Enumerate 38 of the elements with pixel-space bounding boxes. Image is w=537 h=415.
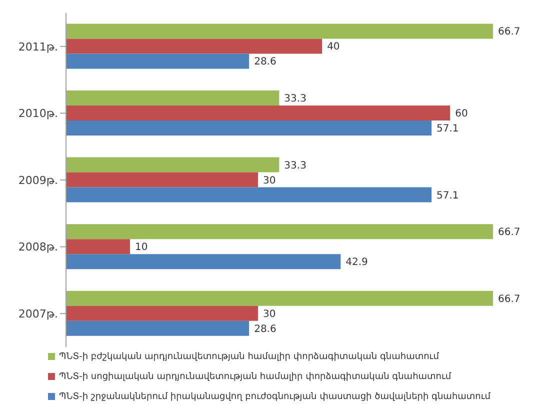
data-label: 33.3 <box>284 94 306 105</box>
data-label: 40 <box>327 42 340 53</box>
y-tick-label: 2008թ. <box>18 240 58 254</box>
bar <box>66 320 250 336</box>
data-label: 66.7 <box>498 26 520 38</box>
bar <box>66 24 493 39</box>
data-label: 66.7 <box>498 294 520 305</box>
legend-label: ՊՆՏ-ի բժշկական արդյունավետության համալիր փորձագիտական գնահատում <box>59 352 439 362</box>
bar <box>66 120 432 136</box>
bar <box>66 172 258 188</box>
data-label: 60 <box>455 108 468 120</box>
bar <box>66 290 493 306</box>
bar <box>66 157 280 172</box>
data-label: 28.6 <box>254 56 276 68</box>
data-label: 30 <box>263 308 276 320</box>
data-label: 42.9 <box>346 257 368 268</box>
bar <box>66 187 432 202</box>
legend-label: ՊՆՏ-ի սոցիալական արդյունավետության համալիր փորձագիտական գնահատում <box>59 372 452 382</box>
y-tick-label: 2011թ. <box>18 40 58 54</box>
bar <box>66 54 250 69</box>
y-tick-label: 2009թ. <box>18 174 58 187</box>
bar <box>66 224 493 240</box>
bar <box>66 306 258 321</box>
data-label: 30 <box>263 175 276 186</box>
data-label: 57.1 <box>436 190 459 202</box>
data-label: 10 <box>135 242 148 254</box>
data-label: 28.6 <box>254 324 276 335</box>
data-label: 57.1 <box>436 124 459 135</box>
bar <box>66 239 130 254</box>
bar <box>66 254 341 270</box>
data-label: 33.3 <box>284 160 306 172</box>
bar <box>66 38 322 54</box>
data-label: 66.7 <box>498 227 520 238</box>
y-tick-label: 2007թ. <box>18 308 58 321</box>
bar <box>66 105 450 120</box>
legend-label: ՊՆՏ-ի շրջանակներում իրականացվող բուժօգնության փաստացի ծավալների գնահատում <box>59 392 490 402</box>
bar <box>66 90 280 106</box>
y-tick-label: 2010թ. <box>18 107 58 120</box>
